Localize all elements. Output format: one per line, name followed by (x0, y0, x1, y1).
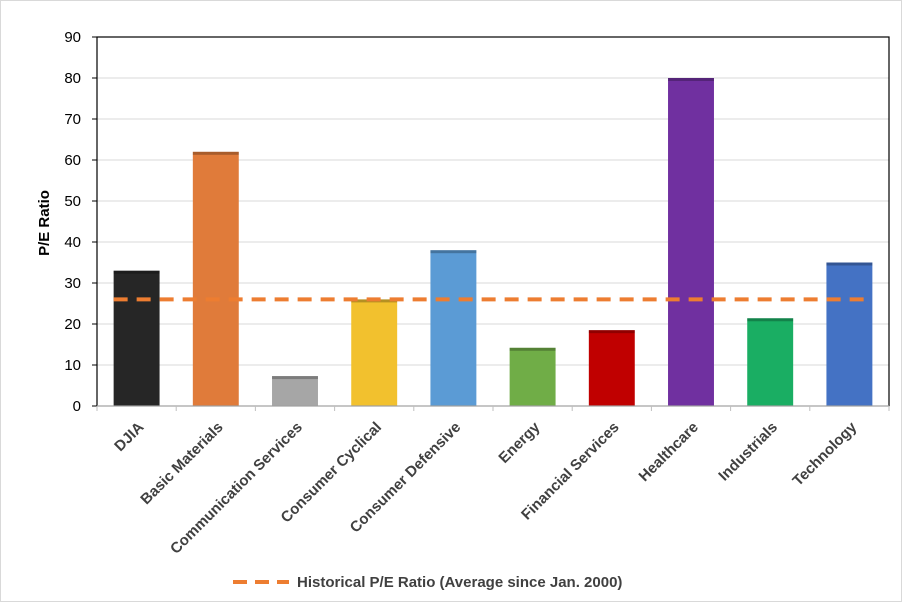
x-tick-label-energy: Energy (495, 418, 543, 466)
legend: Historical P/E Ratio (Average since Jan.… (233, 574, 622, 591)
bar-energy (509, 347, 556, 406)
bar-consumer-defensive (430, 250, 477, 406)
axes (92, 36, 890, 411)
bar-cap-financial-services (588, 330, 635, 334)
bar-cap-technology (826, 262, 873, 266)
bar-cap-energy (509, 347, 556, 351)
x-tick-label-technology: Technology (789, 418, 860, 489)
y-tick-label-80: 80 (64, 70, 81, 87)
x-tick-label-industrials: Industrials (715, 419, 781, 485)
bar-consumer-cyclical (351, 299, 398, 406)
bar-financial-services (588, 330, 635, 406)
bar-cap-communication-services (272, 376, 318, 380)
bar-technology (826, 262, 873, 406)
bars (113, 78, 873, 406)
bar-industrials (747, 318, 794, 406)
y-tick-label-40: 40 (64, 234, 81, 251)
bar-cap-djia (113, 270, 160, 274)
x-tick-label-communication-services: Communication Services (167, 419, 306, 558)
y-tick-labels: 0 10 20 30 40 50 60 70 80 90 (64, 29, 81, 415)
y-tick-label-20: 20 (64, 316, 81, 333)
bar-basic-materials (192, 151, 239, 406)
x-tick-label-djia: DJIA (111, 419, 147, 455)
y-tick-label-10: 10 (64, 357, 81, 374)
bar-cap-industrials (747, 318, 794, 322)
bar-cap-healthcare (668, 78, 714, 81)
bar-communication-services (272, 376, 318, 406)
x-tick-label-basic-materials: Basic Materials (137, 419, 226, 508)
y-axis-title: P/E Ratio (36, 190, 53, 256)
y-tick-label-60: 60 (64, 152, 81, 169)
bar-cap-consumer-defensive (430, 250, 477, 254)
x-tick-label-healthcare: Healthcare (636, 419, 702, 485)
y-tick-label-0: 0 (73, 398, 81, 415)
bar-healthcare (668, 78, 714, 406)
y-tick-label-70: 70 (64, 111, 81, 128)
legend-label: Historical P/E Ratio (Average since Jan.… (297, 574, 622, 591)
y-tick-label-30: 30 (64, 275, 81, 292)
y-tick-label-90: 90 (64, 29, 81, 46)
bar-cap-basic-materials (192, 151, 239, 155)
y-tick-label-50: 50 (64, 193, 81, 210)
bar-djia (113, 270, 160, 406)
